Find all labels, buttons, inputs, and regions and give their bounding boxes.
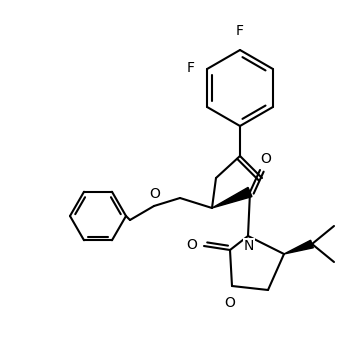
Text: F: F xyxy=(236,24,244,38)
Text: O: O xyxy=(149,187,160,201)
Polygon shape xyxy=(212,188,252,208)
Polygon shape xyxy=(284,240,313,254)
Text: F: F xyxy=(187,61,195,75)
Text: O: O xyxy=(260,152,272,166)
Text: O: O xyxy=(186,238,197,252)
Text: O: O xyxy=(225,296,236,310)
Text: N: N xyxy=(244,239,254,253)
